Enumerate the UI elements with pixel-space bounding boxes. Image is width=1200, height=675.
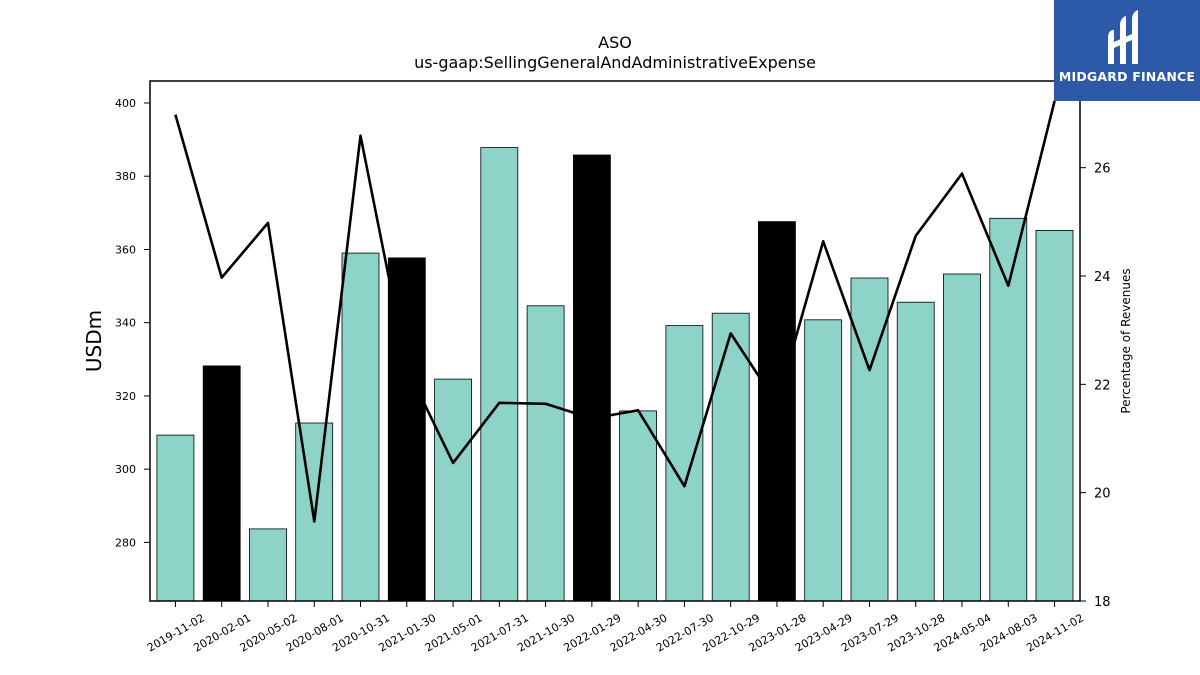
y2-tick-label: 26 [1094,162,1111,177]
bar [156,434,195,602]
bar [619,410,657,602]
bar [711,312,750,602]
bar [341,252,380,602]
bar [665,325,704,602]
y-tick-label: 280 [115,536,136,549]
logo: MIDGARD FINANCE [1054,0,1200,101]
bar [804,319,843,602]
y-axis-label: USDm [82,310,106,372]
y-tick-label: 320 [115,390,136,403]
bar [434,378,473,602]
bar [249,528,287,602]
bar [202,365,241,602]
line-series [174,100,1056,523]
y2-tick-label: 24 [1094,270,1111,285]
bar [480,147,519,602]
y-tick-label: 380 [115,170,136,183]
bar [943,273,981,602]
bar [526,305,565,602]
y-tick-label: 360 [115,243,136,256]
plot-frame [149,80,1081,602]
chart-subtitle: us-gaap:SellingGeneralAndAdministrativeE… [414,53,816,72]
bar [850,277,889,602]
bar [1035,229,1074,602]
y2-tick-label: 22 [1094,378,1111,393]
y-tick-label: 400 [115,97,136,110]
bar [758,221,796,602]
bar [989,217,1028,602]
logo-text: MIDGARD FINANCE [1058,69,1196,84]
line-path [174,100,1056,523]
y-tick-label: 300 [115,463,136,476]
chart-title: ASO [598,33,632,52]
logo-mark-icon [1108,10,1138,64]
bar [573,154,611,602]
y2-axis-label: Percentage of Revenues [1119,268,1133,413]
y2-tick-label: 20 [1094,487,1111,502]
bar [896,301,935,602]
bar-series [156,147,1074,602]
y-tick-label: 340 [115,317,136,330]
bar [387,257,426,602]
y2-tick-label: 18 [1094,595,1111,610]
